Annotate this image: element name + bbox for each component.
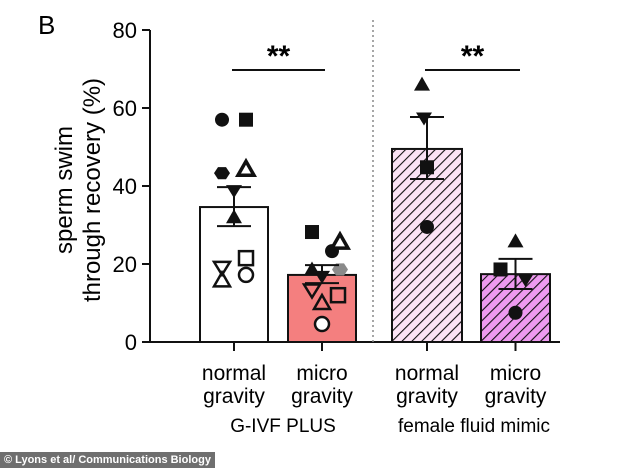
group-label: G-IVF PLUS bbox=[230, 416, 336, 437]
y-tick-label: 80 bbox=[113, 18, 137, 43]
significance-label: ** bbox=[461, 40, 485, 73]
square-filled-marker bbox=[305, 225, 319, 240]
triangle-filled-marker bbox=[414, 76, 430, 91]
triangle-open-marker bbox=[311, 292, 333, 311]
y-tick-label: 0 bbox=[125, 330, 137, 355]
down-triangle-open-marker bbox=[301, 283, 323, 300]
square-filled-marker bbox=[239, 112, 253, 127]
x-tick-label-line1: normal bbox=[202, 362, 266, 385]
image-credit: © Lyons et al/ Communications Biology bbox=[0, 452, 215, 468]
x-tick-label-line2: gravity bbox=[203, 385, 265, 408]
hexagon-gray-marker bbox=[332, 263, 348, 276]
circle-open-marker bbox=[313, 315, 331, 333]
circle-filled-marker bbox=[420, 219, 434, 234]
x-tick-label-line2: gravity bbox=[485, 385, 547, 408]
x-tick-label-line2: gravity bbox=[396, 385, 458, 408]
x-tick-label-line2: gravity bbox=[291, 385, 353, 408]
circle-filled-marker bbox=[508, 305, 523, 320]
down-triangle-filled-marker bbox=[517, 273, 534, 287]
x-tick-label-line1: micro bbox=[296, 362, 347, 385]
square-open-marker bbox=[329, 286, 347, 304]
hexagon-filled-marker bbox=[214, 167, 230, 180]
y-tick-label: 20 bbox=[113, 252, 137, 277]
triangle-half-marker bbox=[234, 157, 258, 177]
panel-label: B bbox=[38, 10, 55, 40]
y-tick-label: 40 bbox=[113, 174, 137, 199]
circle-filled-marker bbox=[215, 112, 229, 127]
y-axis-label-line2: through recovery (%) bbox=[79, 78, 106, 302]
triangle-open-marker bbox=[211, 269, 233, 288]
y-axis-label-line1: sperm swim bbox=[51, 126, 78, 254]
down-triangle-open-marker bbox=[211, 260, 233, 278]
triangle-filled-marker bbox=[507, 233, 524, 248]
square-open-marker bbox=[237, 249, 255, 267]
down-triangle-filled-marker bbox=[416, 112, 432, 126]
triangle-half-marker bbox=[328, 230, 352, 250]
y-tick-label: 60 bbox=[113, 96, 137, 121]
x-tick-label-line1: micro bbox=[490, 362, 541, 385]
bar-hatching bbox=[393, 149, 461, 341]
significance-label: ** bbox=[267, 40, 291, 73]
square-filled-marker bbox=[493, 262, 508, 277]
x-tick-label-line1: normal bbox=[395, 362, 459, 385]
circle-open-marker bbox=[237, 266, 255, 284]
group-label: female fluid mimic bbox=[398, 416, 550, 437]
bar bbox=[199, 206, 269, 343]
